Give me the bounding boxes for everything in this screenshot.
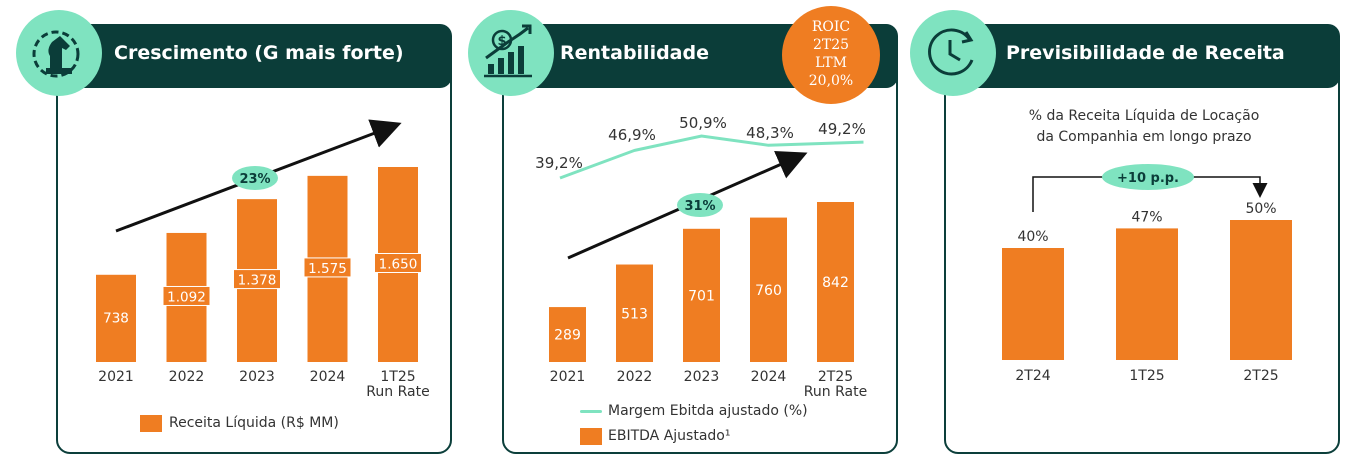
margin-label: 39,2% xyxy=(535,154,583,172)
x-tick-label: 1T25 xyxy=(380,369,415,385)
data-label-box xyxy=(374,253,422,273)
long-term-revenue-bar xyxy=(1230,220,1292,360)
clock-arrow-icon xyxy=(910,10,996,96)
ebitda-bar xyxy=(817,202,854,362)
data-label: 1.650 xyxy=(379,257,418,273)
svg-text:$: $ xyxy=(497,34,506,49)
data-label: 40% xyxy=(1017,229,1048,245)
x-tick-label: 2T25 xyxy=(1243,368,1278,384)
data-label-box xyxy=(303,257,352,278)
x-tick-label: Run Rate xyxy=(804,384,867,400)
margin-label: 46,9% xyxy=(608,126,656,144)
ebitda-bar xyxy=(549,307,586,362)
ebitda-legend-label: EBITDA Ajustado¹ xyxy=(608,428,731,444)
margin-label: 48,3% xyxy=(746,124,794,142)
roic-window: LTM xyxy=(815,55,847,71)
ebitda-bar xyxy=(683,228,720,362)
data-label-box xyxy=(233,269,281,290)
margin-label: 49,2% xyxy=(818,120,866,138)
roic-value: 20,0% xyxy=(808,73,854,89)
growth-title: Crescimento (G mais forte) xyxy=(114,42,404,64)
roic-period: 2T25 xyxy=(812,37,850,53)
growth-badge: 23% xyxy=(239,172,270,187)
ebitda-bar xyxy=(616,264,653,362)
predictability-header: Previsibilidade de Receita xyxy=(944,24,1340,88)
growth-badge-bg xyxy=(677,193,723,217)
growth-chart: 738 2021 1.092 2022 1.378 2023 1.575 2024 1.650 1… xyxy=(96,119,430,400)
profitability-title: Rentabilidade xyxy=(560,42,709,64)
data-label: 1.378 xyxy=(238,273,277,289)
data-label: 1.575 xyxy=(308,261,347,277)
margin-line xyxy=(559,134,864,180)
x-tick-label: 2023 xyxy=(684,369,720,385)
data-label: 738 xyxy=(103,310,129,326)
data-label: 50% xyxy=(1245,201,1276,217)
data-label: 842 xyxy=(822,275,849,291)
x-tick-label: Run Rate xyxy=(366,384,429,400)
x-tick-label: 2022 xyxy=(617,369,653,385)
x-tick-label: 1T25 xyxy=(1129,368,1164,384)
data-label: 760 xyxy=(755,283,782,299)
x-tick-label: 2021 xyxy=(98,369,134,385)
delta-badge: +10 p.p. xyxy=(1117,171,1179,186)
data-label: 47% xyxy=(1131,209,1162,225)
ebitda-legend-swatch xyxy=(580,428,602,445)
predictability-chart: 40% 2T24 47% 1T25 50% 2T25 +10 p.p. xyxy=(1002,164,1292,384)
data-label-box xyxy=(162,285,211,306)
data-label: 513 xyxy=(621,306,648,322)
long-term-revenue-bar xyxy=(1002,248,1064,360)
margin-label: 50,9% xyxy=(679,114,727,132)
x-tick-label: 2T24 xyxy=(1015,368,1050,384)
money-growth-chart-icon: $ xyxy=(468,10,554,96)
x-tick-label: 2021 xyxy=(550,369,586,385)
data-label: 701 xyxy=(688,288,715,304)
margin-legend-line xyxy=(580,410,602,413)
roic-badge: ROIC 2T25 LTM 20,0% xyxy=(782,6,880,104)
growth-badge: 31% xyxy=(684,199,715,214)
growth-badge-bg xyxy=(232,166,278,190)
growth-header: Crescimento (G mais forte) xyxy=(56,24,452,88)
x-tick-label: 2022 xyxy=(169,369,205,385)
data-label: 289 xyxy=(554,328,581,344)
subtitle-line-2: da Companhia em longo prazo xyxy=(1036,129,1252,145)
predictability-subtitle: % da Receita Líquida de Locação da Compa… xyxy=(994,106,1294,148)
x-tick-label: 2023 xyxy=(239,369,275,385)
data-label: 1.092 xyxy=(167,289,206,305)
growth-legend-label: Receita Líquida (R$ MM) xyxy=(169,415,339,431)
chess-knight-gear-icon xyxy=(16,10,102,96)
roic-label: ROIC xyxy=(811,19,851,35)
margin-legend-label: Margem Ebitda ajustado (%) xyxy=(608,403,808,419)
ebitda-bar xyxy=(750,217,787,362)
x-tick-label: 2024 xyxy=(310,369,346,385)
growth-legend-swatch xyxy=(140,415,162,432)
subtitle-line-1: % da Receita Líquida de Locação xyxy=(1028,108,1260,124)
x-tick-label: 2024 xyxy=(751,369,787,385)
long-term-revenue-bar xyxy=(1116,228,1178,360)
revenue-bar xyxy=(96,274,136,362)
predictability-title: Previsibilidade de Receita xyxy=(1006,42,1285,64)
delta-badge-bg xyxy=(1102,164,1194,190)
x-tick-label: 2T25 xyxy=(818,369,853,385)
